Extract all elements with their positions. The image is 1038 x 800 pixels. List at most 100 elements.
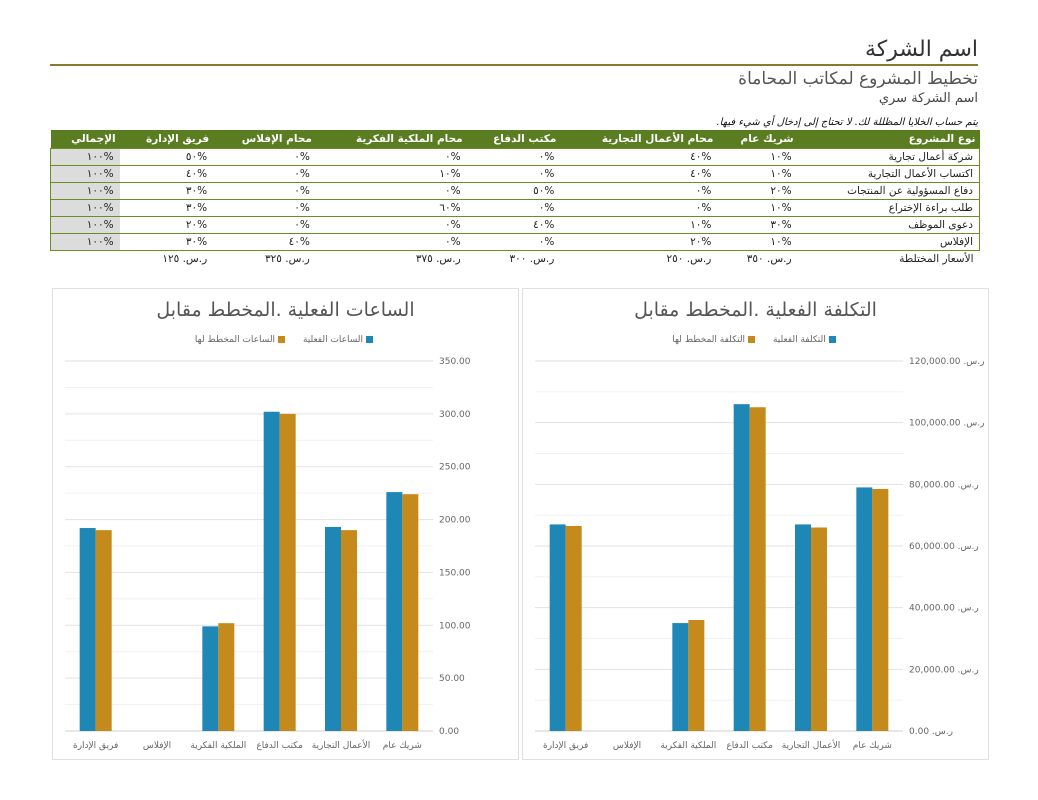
allocation-cell[interactable]: %٠ [315,216,467,234]
allocation-cell[interactable]: %٣٠ [717,216,798,234]
y-tick-label: ر.س. 100,000.00 [909,419,984,429]
allocation-cell[interactable]: %٠ [213,182,316,200]
allocation-cell[interactable]: %١٠ [315,165,467,183]
legend-item-actual: التكلفة الفعلية [773,335,839,345]
allocation-cell[interactable]: %٠ [315,182,467,200]
allocation-cell[interactable]: %١٠ [717,233,798,251]
table-row: شركة أعمال تجارية %١٠ %٤٠ %٠ %٠ %٠ %٥٠ %١٠٠ [49,148,980,166]
y-tick-label: 350.00 [439,357,471,367]
hours-chart: 0.00 50.00 100.00 150.00 200.00 250.00 300.00 3… [52,288,519,760]
allocation-cell[interactable]: %٤٠ [213,233,316,251]
bar-actual [386,492,403,731]
allocation-cell[interactable]: %٠ [560,199,718,217]
allocation-cell[interactable]: %٤٠ [560,148,718,166]
project-type-cell[interactable]: الإفلاس [797,233,980,251]
total-cell: %١٠٠ [49,233,120,251]
project-type-cell[interactable]: اكتساب الأعمال التجارية [797,165,980,183]
allocation-cell[interactable]: %٣٠ [119,182,214,200]
allocation-cell[interactable]: %٠ [213,216,316,234]
header-management-team: فريق الإدارة [119,130,214,149]
legend-swatch-planned [278,336,286,343]
allocation-table: نوع المشروع شريك عام محام الأعمال التجار… [49,130,980,268]
header-ip-lawyer: محام الملكية الفكرية [315,130,467,149]
header-divider [50,64,978,66]
allocation-cell[interactable]: %٦٠ [315,199,467,217]
chart-legend: الساعات الفعلية الساعات المخطط لها [53,335,518,345]
allocation-cell[interactable]: %٤٠ [119,165,214,183]
allocation-cell[interactable]: %٣٠ [119,233,214,251]
report-subtitle: تخطيط المشروع لمكاتب المحاماة [738,69,978,89]
allocation-cell[interactable]: %٠ [466,233,561,251]
allocation-cell[interactable]: %٥٠ [466,182,561,200]
blended-rate-empty [51,251,120,268]
bar-actual [795,524,811,731]
allocation-cell[interactable]: %٤٠ [560,165,718,183]
y-tick-label: ر.س. 60,000.00 [909,542,979,552]
bar-actual [672,623,689,731]
legend-item-planned: التكلفة المخطط لها [672,335,758,345]
bar-actual [263,411,280,731]
allocation-cell[interactable]: %٢٠ [119,216,214,234]
allocation-cell[interactable]: %١٠ [717,165,798,183]
allocation-cell[interactable]: %٠ [213,199,316,217]
chart-title: التكلفة الفعلية .المخطط مقابل [634,299,877,321]
project-type-cell[interactable]: دفاع المسؤولية عن المنتجات [797,182,980,200]
allocation-cell[interactable]: %٠ [315,148,467,166]
bar-actual [549,524,566,731]
bar-actual [733,404,750,731]
allocation-cell[interactable]: %٥٠ [119,148,214,166]
bar-actual [856,487,873,731]
x-tick-label: شريك عام [853,741,892,751]
shaded-cells-note: يتم حساب الخلايا المظللة لك. لا تحتاج إل… [716,117,978,128]
allocation-cell[interactable]: %١٠ [717,148,798,166]
blended-rate-cell: ر.س. ٣٠٠ [509,253,555,265]
legend-swatch-actual [366,336,374,343]
x-tick-label: مكتب الدفاع [726,741,773,751]
legend-label: التكلفة المخطط لها [672,335,746,345]
table-row: اكتساب الأعمال التجارية %١٠ %٤٠ %٠ %١٠ %٠ %٤٠%… [49,165,980,183]
bar-planned [218,623,235,731]
x-tick-label: شريك عام [383,741,422,751]
chart-plot: 0.00 50.00 100.00 150.00 200.00 250.00 300.00 3… [65,357,471,751]
allocation-cell[interactable]: %٠ [466,199,561,217]
allocation-cell[interactable]: %٠ [466,165,561,183]
allocation-cell[interactable]: %٢٠ [717,182,798,200]
legend-swatch-planned [748,336,756,343]
allocation-cell[interactable]: %٤٠ [466,216,561,234]
bar-actual [325,526,341,731]
bar-actual [202,626,219,731]
x-tick-label: الأعمال التجارية [312,739,371,751]
legend-label: التكلفة الفعلية [772,335,826,345]
confidential-label: اسم الشركة سري [878,91,978,106]
bar-planned [749,407,766,731]
legend-label: الساعات المخطط لها [194,335,276,345]
blended-rates-row: الأسعار المختلطة ر.س. ٣٥٠ ر.س. ٢٥٠ ر.س. ٣٠٠… [51,251,980,268]
project-type-cell[interactable]: طلب براءة الإختراع [797,199,980,217]
x-tick-label: الملكية الفكرية [190,741,246,751]
table-row: الإفلاس %١٠ %٢٠ %٠ %٠ %٤٠ %٣٠ %١٠٠ [49,233,980,251]
project-type-cell[interactable]: دعوى الموظف [797,216,980,234]
y-tick-label: 0.00 [439,727,459,737]
chart-title: الساعات الفعلية .المخطط مقابل [156,299,415,321]
table-row: طلب براءة الإختراع %١٠ %٠ %٠ %٦٠ %٠ %٣٠ %١٠٠ [49,199,980,217]
y-tick-label: ر.س. 120,000.00 [909,357,984,367]
chart-plot: ر.س. 0.00 ر.س. 20,000.00 ر.س. 40,000.00 ر.س… [535,357,984,751]
x-tick-label: الملكية الفكرية [660,741,716,751]
allocation-cell[interactable]: %٠ [466,148,561,166]
bar-planned [279,413,296,731]
company-name: اسم الشركة [864,37,978,62]
total-cell: %١٠٠ [49,216,120,234]
allocation-cell[interactable]: %٣٠ [119,199,214,217]
bar-planned [565,525,582,731]
allocation-cell[interactable]: %٠ [315,233,467,251]
allocation-cell[interactable]: %٠ [213,148,316,166]
allocation-cell[interactable]: %١٠ [560,216,718,234]
allocation-cell[interactable]: %٠ [213,165,316,183]
x-tick-label: الإفلاس [143,741,171,751]
allocation-cell[interactable]: %٢٠ [560,233,718,251]
allocation-cell[interactable]: %١٠ [717,199,798,217]
total-cell: %١٠٠ [49,199,120,217]
project-type-cell[interactable]: شركة أعمال تجارية [797,148,980,166]
allocation-cell[interactable]: %٠ [560,182,718,200]
y-tick-label: 150.00 [439,568,471,578]
